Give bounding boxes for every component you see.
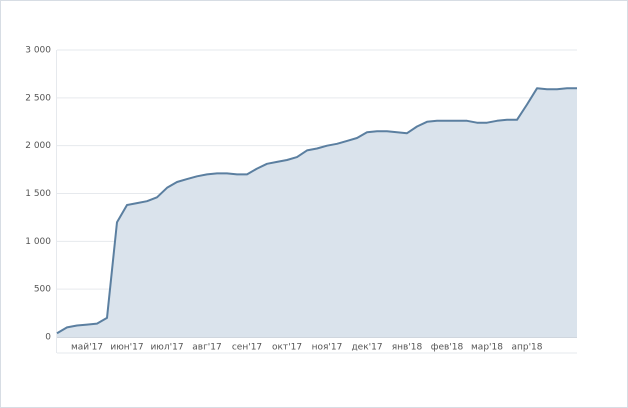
x-tick-label: мар'18 [471,343,503,353]
x-tick-label: май'17 [71,343,103,353]
x-tick-label: окт'17 [272,343,302,353]
x-tick-label: июл'17 [150,343,183,353]
area [57,88,577,337]
y-tick-label: 1 000 [25,237,51,247]
y-tick-label: 2 500 [25,93,51,103]
x-tick-label: янв'18 [392,343,423,353]
x-tick-label: апр'18 [511,343,542,353]
y-tick-label: 0 [45,333,51,343]
x-tick-label: авг'17 [192,343,221,353]
y-tick-label: 3 000 [25,46,51,56]
x-tick-label: июн'17 [110,343,143,353]
x-tick-label: фев'18 [431,343,464,353]
x-tick-label: дек'17 [351,343,382,353]
x-tick-label: сен'17 [232,343,262,353]
line [56,87,577,335]
y-tick-label: 2 000 [25,141,51,151]
x-tick-label: ноя'17 [312,343,343,353]
y-tick-label: 500 [34,285,51,295]
y-tick-label: 1 500 [25,189,51,199]
